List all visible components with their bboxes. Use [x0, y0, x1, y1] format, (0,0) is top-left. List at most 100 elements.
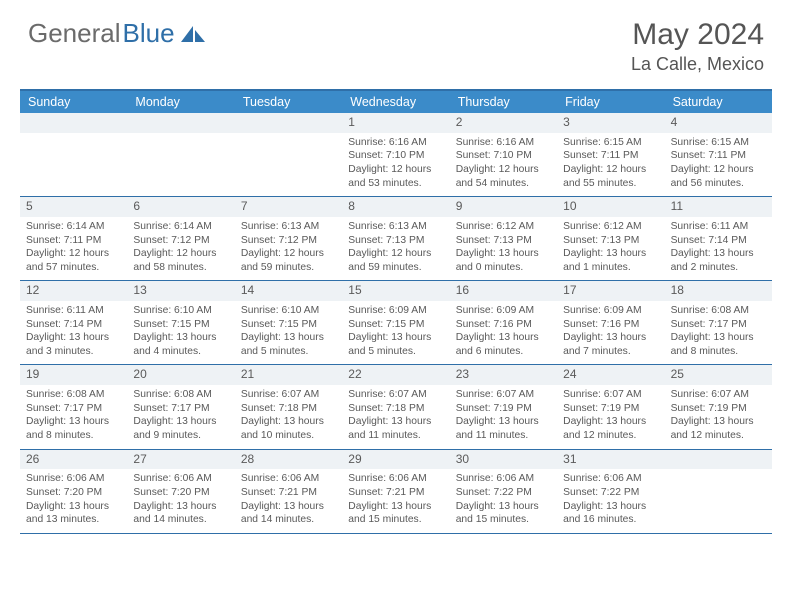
sunset-line: Sunset: 7:19 PM	[563, 402, 658, 416]
sunrise-line: Sunrise: 6:08 AM	[26, 388, 121, 402]
day-number: 6	[127, 197, 234, 217]
sunrise-line: Sunrise: 6:06 AM	[348, 472, 443, 486]
daylight-line: Daylight: 12 hours and 56 minutes.	[671, 163, 766, 190]
day-cell: 19Sunrise: 6:08 AMSunset: 7:17 PMDayligh…	[20, 365, 127, 448]
sunrise-line: Sunrise: 6:14 AM	[26, 220, 121, 234]
daylight-line: Daylight: 12 hours and 53 minutes.	[348, 163, 443, 190]
day-cell: 8 Sunrise: 6:13 AMSunset: 7:13 PMDaylight…	[342, 197, 449, 280]
day-cell: 10Sunrise: 6:12 AMSunset: 7:13 PMDayligh…	[557, 197, 664, 280]
sunrise-line: Sunrise: 6:07 AM	[671, 388, 766, 402]
daylight-line: Daylight: 12 hours and 58 minutes.	[133, 247, 228, 274]
sunrise-line: Sunrise: 6:08 AM	[133, 388, 228, 402]
sunset-line: Sunset: 7:11 PM	[26, 234, 121, 248]
daylight-line: Daylight: 12 hours and 59 minutes.	[241, 247, 336, 274]
day-number: 7	[235, 197, 342, 217]
sunset-line: Sunset: 7:22 PM	[563, 486, 658, 500]
day-number: 3	[557, 113, 664, 133]
daylight-line: Daylight: 13 hours and 4 minutes.	[133, 331, 228, 358]
daylight-line: Daylight: 13 hours and 1 minutes.	[563, 247, 658, 274]
dayname: Sunday	[20, 91, 127, 113]
day-number: 24	[557, 365, 664, 385]
day-number: 10	[557, 197, 664, 217]
sunset-line: Sunset: 7:22 PM	[456, 486, 551, 500]
day-number: 17	[557, 281, 664, 301]
day-cell: 13Sunrise: 6:10 AMSunset: 7:15 PMDayligh…	[127, 281, 234, 364]
sunset-line: Sunset: 7:17 PM	[133, 402, 228, 416]
sunset-line: Sunset: 7:13 PM	[348, 234, 443, 248]
day-number: 1	[342, 113, 449, 133]
daylight-line: Daylight: 13 hours and 3 minutes.	[26, 331, 121, 358]
sunrise-line: Sunrise: 6:10 AM	[241, 304, 336, 318]
sunset-line: Sunset: 7:17 PM	[671, 318, 766, 332]
location: La Calle, Mexico	[631, 54, 764, 75]
sunset-line: Sunset: 7:20 PM	[26, 486, 121, 500]
sunset-line: Sunset: 7:12 PM	[133, 234, 228, 248]
day-number: 23	[450, 365, 557, 385]
calendar: Sunday Monday Tuesday Wednesday Thursday…	[20, 89, 772, 534]
sunrise-line: Sunrise: 6:15 AM	[563, 136, 658, 150]
day-number: 30	[450, 450, 557, 470]
daylight-line: Daylight: 12 hours and 59 minutes.	[348, 247, 443, 274]
sunset-line: Sunset: 7:16 PM	[563, 318, 658, 332]
dayname: Friday	[557, 91, 664, 113]
day-number	[127, 113, 234, 133]
dayname: Saturday	[665, 91, 772, 113]
day-cell: 24Sunrise: 6:07 AMSunset: 7:19 PMDayligh…	[557, 365, 664, 448]
sunset-line: Sunset: 7:18 PM	[348, 402, 443, 416]
week-row: 26Sunrise: 6:06 AMSunset: 7:20 PMDayligh…	[20, 450, 772, 534]
day-cell: 25Sunrise: 6:07 AMSunset: 7:19 PMDayligh…	[665, 365, 772, 448]
sunset-line: Sunset: 7:14 PM	[26, 318, 121, 332]
weeks: 1Sunrise: 6:16 AMSunset: 7:10 PMDaylight…	[20, 113, 772, 534]
daylight-line: Daylight: 13 hours and 11 minutes.	[456, 415, 551, 442]
daylight-line: Daylight: 12 hours and 57 minutes.	[26, 247, 121, 274]
daylight-line: Daylight: 13 hours and 5 minutes.	[241, 331, 336, 358]
sunrise-line: Sunrise: 6:13 AM	[348, 220, 443, 234]
day-number: 22	[342, 365, 449, 385]
day-number: 5	[20, 197, 127, 217]
day-cell: 22Sunrise: 6:07 AMSunset: 7:18 PMDayligh…	[342, 365, 449, 448]
sunrise-line: Sunrise: 6:07 AM	[563, 388, 658, 402]
day-number: 15	[342, 281, 449, 301]
brand-logo: GeneralBlue	[28, 18, 209, 49]
day-number: 19	[20, 365, 127, 385]
day-header-row: Sunday Monday Tuesday Wednesday Thursday…	[20, 91, 772, 113]
daylight-line: Daylight: 13 hours and 15 minutes.	[456, 500, 551, 527]
day-cell: 27Sunrise: 6:06 AMSunset: 7:20 PMDayligh…	[127, 450, 234, 533]
day-cell: 18Sunrise: 6:08 AMSunset: 7:17 PMDayligh…	[665, 281, 772, 364]
day-number: 8	[342, 197, 449, 217]
day-number: 25	[665, 365, 772, 385]
sunset-line: Sunset: 7:16 PM	[456, 318, 551, 332]
empty-cell	[127, 113, 234, 196]
day-cell: 3Sunrise: 6:15 AMSunset: 7:11 PMDaylight…	[557, 113, 664, 196]
day-number: 29	[342, 450, 449, 470]
daylight-line: Daylight: 13 hours and 13 minutes.	[26, 500, 121, 527]
sunrise-line: Sunrise: 6:13 AM	[241, 220, 336, 234]
daylight-line: Daylight: 12 hours and 54 minutes.	[456, 163, 551, 190]
sunset-line: Sunset: 7:20 PM	[133, 486, 228, 500]
day-cell: 15Sunrise: 6:09 AMSunset: 7:15 PMDayligh…	[342, 281, 449, 364]
day-number: 12	[20, 281, 127, 301]
sunset-line: Sunset: 7:10 PM	[456, 149, 551, 163]
sunrise-line: Sunrise: 6:11 AM	[26, 304, 121, 318]
day-number: 31	[557, 450, 664, 470]
daylight-line: Daylight: 13 hours and 7 minutes.	[563, 331, 658, 358]
day-cell: 11Sunrise: 6:11 AMSunset: 7:14 PMDayligh…	[665, 197, 772, 280]
day-cell: 2Sunrise: 6:16 AMSunset: 7:10 PMDaylight…	[450, 113, 557, 196]
sunrise-line: Sunrise: 6:07 AM	[241, 388, 336, 402]
day-cell: 29Sunrise: 6:06 AMSunset: 7:21 PMDayligh…	[342, 450, 449, 533]
sunrise-line: Sunrise: 6:12 AM	[563, 220, 658, 234]
day-number	[665, 450, 772, 470]
sunset-line: Sunset: 7:19 PM	[456, 402, 551, 416]
sunrise-line: Sunrise: 6:14 AM	[133, 220, 228, 234]
week-row: 1Sunrise: 6:16 AMSunset: 7:10 PMDaylight…	[20, 113, 772, 197]
day-cell: 9Sunrise: 6:12 AMSunset: 7:13 PMDaylight…	[450, 197, 557, 280]
sunrise-line: Sunrise: 6:06 AM	[26, 472, 121, 486]
day-cell: 5 Sunrise: 6:14 AMSunset: 7:11 PMDaylight…	[20, 197, 127, 280]
sunset-line: Sunset: 7:15 PM	[133, 318, 228, 332]
day-cell: 14Sunrise: 6:10 AMSunset: 7:15 PMDayligh…	[235, 281, 342, 364]
empty-cell	[20, 113, 127, 196]
day-cell: 26Sunrise: 6:06 AMSunset: 7:20 PMDayligh…	[20, 450, 127, 533]
sunrise-line: Sunrise: 6:07 AM	[348, 388, 443, 402]
day-cell: 28Sunrise: 6:06 AMSunset: 7:21 PMDayligh…	[235, 450, 342, 533]
day-number: 18	[665, 281, 772, 301]
